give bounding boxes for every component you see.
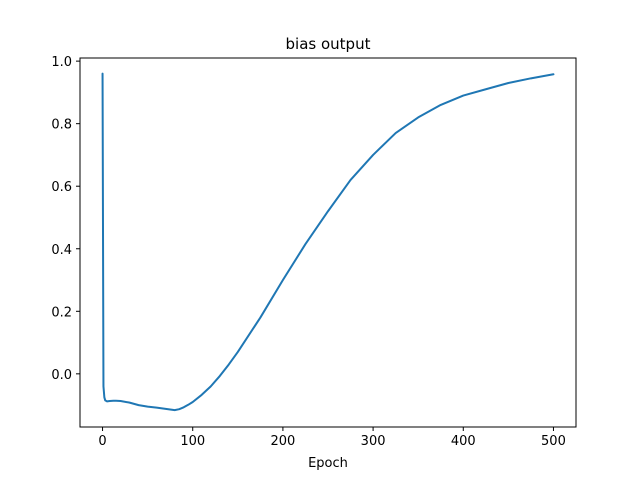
y-tick-label: 0.4 (51, 243, 72, 258)
x-tick-label: 500 (541, 434, 566, 449)
y-tick-label: 0.6 (51, 180, 72, 195)
x-axis: 0 100 200 300 400 500 (98, 427, 566, 449)
y-tick-label: 0.0 (51, 368, 72, 383)
x-tick-label: 200 (270, 434, 295, 449)
plot-area (101, 72, 555, 412)
plot-frame (79, 57, 577, 428)
y-axis: 0.0 0.2 0.4 0.6 0.8 1.0 (51, 55, 80, 383)
x-tick-label: 0 (98, 434, 106, 449)
series-line-0 (101, 72, 555, 412)
y-tick-label: 0.2 (51, 305, 72, 320)
y-tick-label: 1.0 (51, 55, 72, 70)
x-tick-label: 100 (180, 434, 205, 449)
x-tick-label: 300 (361, 434, 386, 449)
x-tick-label: 400 (451, 434, 476, 449)
y-tick-label: 0.8 (51, 118, 72, 133)
chart-title: bias output (286, 35, 371, 53)
x-axis-label: Epoch (308, 456, 348, 471)
